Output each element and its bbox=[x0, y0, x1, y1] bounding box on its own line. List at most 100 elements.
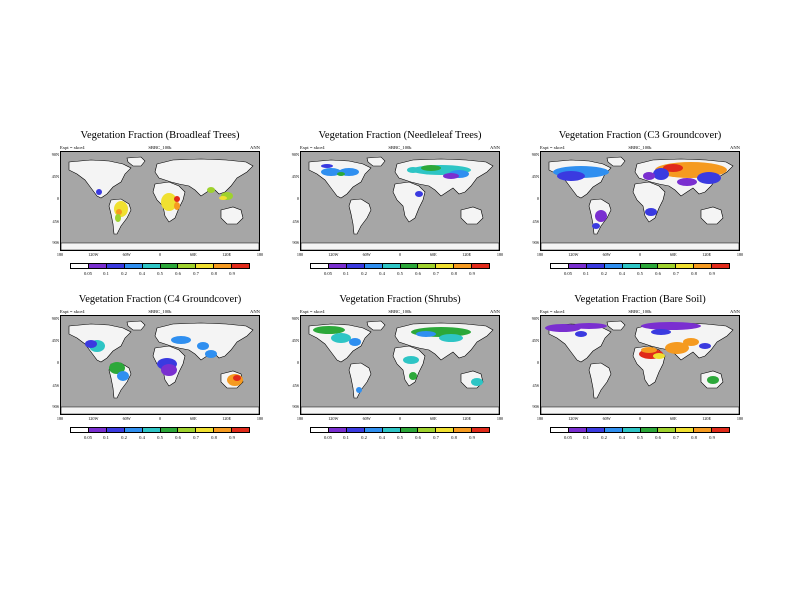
vegetation-fraction-region bbox=[415, 191, 423, 197]
lon-tick-label: 180 bbox=[296, 252, 304, 257]
vegetation-fraction-region bbox=[595, 210, 607, 222]
vegetation-fraction-region bbox=[571, 323, 607, 329]
colorbar-swatch bbox=[454, 264, 473, 268]
colorbar-swatch bbox=[712, 264, 730, 268]
colorbar-swatch bbox=[232, 428, 250, 432]
lat-tick-label: 0 bbox=[296, 196, 299, 201]
colorbar-swatch bbox=[178, 264, 197, 268]
lon-tick-label: 60E bbox=[669, 416, 677, 421]
colorbar-tick-label: 0.7 bbox=[433, 435, 439, 440]
world-map bbox=[540, 151, 740, 251]
vegetation-fraction-region bbox=[205, 350, 217, 358]
vegetation-fraction-region bbox=[117, 371, 129, 381]
colorbar-tick-label: 0.6 bbox=[655, 271, 661, 276]
colorbar-tick-label: 0.8 bbox=[451, 435, 457, 440]
colorbar-swatch bbox=[400, 264, 419, 268]
map-panel: Vegetation Fraction (Bare Soil) Expt = xk… bbox=[530, 294, 750, 456]
colorbar-swatch bbox=[346, 264, 365, 268]
colorbar-swatch bbox=[160, 428, 179, 432]
colorbar-tick-label: 0.4 bbox=[619, 271, 625, 276]
colorbar-swatch bbox=[364, 264, 383, 268]
lon-tick-label: 0 bbox=[158, 416, 162, 421]
expt-label: Expt = xkce4 bbox=[540, 309, 565, 314]
lat-tick-label: 45N bbox=[531, 338, 539, 343]
world-map bbox=[300, 151, 500, 251]
lat-tick-label: 0 bbox=[536, 360, 539, 365]
colorbar-swatch bbox=[311, 264, 329, 268]
vegetation-fraction-region bbox=[313, 326, 345, 334]
lat-tick-label: 90S bbox=[532, 240, 539, 245]
vegetation-fraction-region bbox=[321, 168, 341, 176]
antarctica-landmass bbox=[301, 406, 499, 414]
lat-tick-label: 90S bbox=[292, 240, 299, 245]
lon-tick-label: 0 bbox=[638, 416, 642, 421]
antarctica-landmass bbox=[541, 406, 739, 414]
colorbar-tick-label: 0.4 bbox=[139, 435, 145, 440]
colorbar-tick-label: 0.9 bbox=[469, 435, 475, 440]
colorbar-swatch bbox=[586, 428, 605, 432]
colorbar-swatch bbox=[214, 264, 233, 268]
colorbar-swatch bbox=[418, 264, 437, 268]
colorbar-tick-label: 0.05 bbox=[83, 435, 93, 440]
vegetation-fraction-region bbox=[643, 172, 655, 180]
lat-tick-label: 45N bbox=[291, 174, 299, 179]
vegetation-fraction-region bbox=[349, 338, 361, 346]
lon-tick-label: 180 bbox=[56, 416, 64, 421]
colorbar-tick-label: 0.1 bbox=[103, 435, 109, 440]
lon-tick-label: 0 bbox=[398, 416, 402, 421]
panel-title: Vegetation Fraction (C4 Groundcover) bbox=[78, 294, 242, 305]
colorbar-tick-label: 0.9 bbox=[709, 271, 715, 276]
australia-landmass bbox=[220, 206, 244, 225]
colorbar-swatch bbox=[178, 428, 197, 432]
expt-label: Expt = xkce4 bbox=[60, 145, 85, 150]
colorbar-tick-label: 0.2 bbox=[361, 435, 367, 440]
source-label: SBBC_100k bbox=[148, 309, 172, 314]
colorbar-tick-label: 0.1 bbox=[583, 435, 589, 440]
colorbar-swatch bbox=[142, 428, 161, 432]
vegetation-fraction-region bbox=[651, 329, 671, 335]
world-map bbox=[60, 151, 260, 251]
lon-tick-label: 120W bbox=[328, 252, 339, 257]
vegetation-fraction-region bbox=[439, 334, 463, 342]
colorbar bbox=[70, 427, 250, 433]
antarctica-landmass bbox=[301, 242, 499, 250]
vegetation-fraction-region bbox=[592, 223, 600, 229]
lat-tick-label: 0 bbox=[296, 360, 299, 365]
lat-tick-label: 90S bbox=[292, 404, 299, 409]
vegetation-fraction-region bbox=[174, 202, 180, 210]
colorbar-swatch bbox=[88, 264, 107, 268]
lon-tick-label: 180 bbox=[736, 252, 744, 257]
source-label: SBBC_100k bbox=[628, 309, 652, 314]
season-label: ANN bbox=[250, 309, 260, 314]
lat-tick-label: 90N bbox=[291, 316, 299, 321]
colorbar-swatch bbox=[382, 428, 401, 432]
colorbar-swatch bbox=[196, 264, 215, 268]
vegetation-fraction-region bbox=[233, 375, 241, 381]
lat-tick-label: 90S bbox=[52, 404, 59, 409]
north-america-landmass bbox=[308, 159, 372, 199]
lon-tick-label: 0 bbox=[398, 252, 402, 257]
vegetation-fraction-region bbox=[115, 214, 121, 222]
vegetation-fraction-region bbox=[699, 343, 711, 349]
vegetation-fraction-region bbox=[683, 338, 699, 346]
colorbar-tick-label: 0.5 bbox=[637, 435, 643, 440]
colorbar-swatch bbox=[568, 428, 587, 432]
lon-tick-label: 120E bbox=[222, 416, 232, 421]
lat-tick-label: 45S bbox=[532, 219, 539, 224]
vegetation-fraction-region bbox=[109, 362, 125, 374]
lon-tick-label: 120W bbox=[568, 252, 579, 257]
colorbar-tick-label: 0.6 bbox=[175, 271, 181, 276]
lat-tick-label: 45N bbox=[531, 174, 539, 179]
colorbar-swatch bbox=[214, 428, 233, 432]
colorbar-tick-label: 0.6 bbox=[655, 435, 661, 440]
greenland-landmass bbox=[126, 320, 146, 331]
panel-title: Vegetation Fraction (Needleleaf Trees) bbox=[318, 130, 482, 141]
south-america-landmass bbox=[588, 362, 612, 399]
colorbar-swatch bbox=[604, 264, 623, 268]
lon-tick-label: 0 bbox=[638, 252, 642, 257]
colorbar-swatch bbox=[568, 264, 587, 268]
vegetation-fraction-region bbox=[677, 178, 697, 186]
colorbar-tick-label: 0.7 bbox=[193, 271, 199, 276]
lat-tick-label: 45S bbox=[52, 219, 59, 224]
colorbar-tick-label: 0.5 bbox=[397, 271, 403, 276]
